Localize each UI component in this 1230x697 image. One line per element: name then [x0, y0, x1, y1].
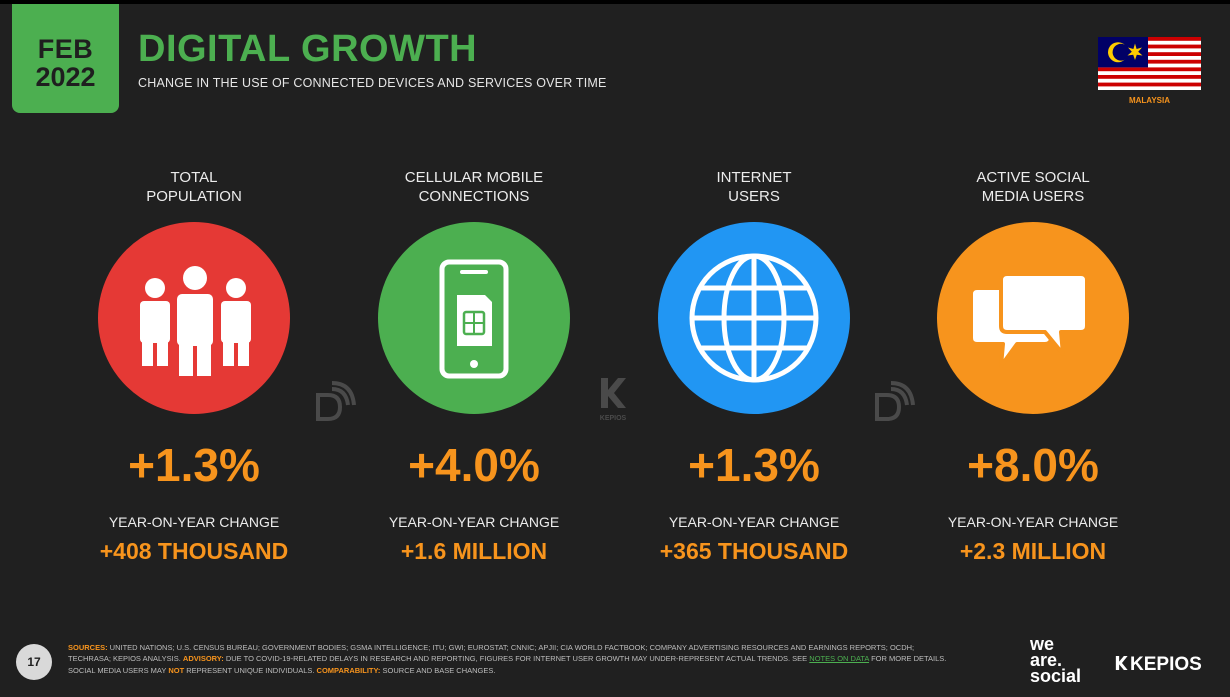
date-year: 2022	[35, 62, 96, 92]
watermark-icon	[875, 381, 915, 421]
internet-circle	[658, 222, 850, 414]
kepios-logo-icon	[601, 378, 626, 408]
comparability-key: COMPARABILITY:	[316, 665, 381, 675]
kepios-k-icon	[1115, 655, 1128, 671]
page-title: DIGITAL GROWTH	[138, 28, 478, 70]
population-circle	[98, 222, 290, 414]
we-are-social-logo: we are. social	[1030, 634, 1082, 686]
stat-absolute-change: +1.6 MILLION	[400, 538, 548, 564]
date-badge: FEB 2022	[12, 4, 119, 113]
brand-are: are.	[1030, 650, 1063, 670]
not-word: NOT	[168, 665, 185, 675]
mobile-sim-icon	[439, 259, 509, 379]
stat-label: TOTAL POPULATION	[74, 168, 314, 206]
stat-label-line2: MEDIA USERS	[981, 188, 1085, 205]
date-month: FEB	[37, 34, 94, 64]
watermark-icon	[316, 381, 356, 421]
brand-social: social	[1030, 666, 1082, 686]
kepios-watermark-text: KEPIOS	[599, 415, 627, 422]
slide: FEB 2022 DIGITAL GROWTH CHANGE IN THE US…	[0, 4, 1230, 697]
page-subtitle: CHANGE IN THE USE OF CONNECTED DEVICES A…	[138, 76, 607, 90]
stat-label-line2: POPULATION	[146, 188, 242, 205]
kepios-logo: KEPIOS	[1113, 654, 1202, 676]
country-label: MALAYSIA	[1128, 96, 1171, 105]
notes-on-data-link[interactable]: NOTES ON DATA	[809, 654, 870, 664]
stat-label-line1: INTERNET	[716, 169, 792, 186]
kepios-logo-text: KEPIOS	[1130, 654, 1202, 675]
stat-yoy-label: YEAR-ON-YEAR CHANGE	[108, 514, 280, 530]
page-number: 17	[16, 644, 52, 680]
stat-yoy-label: YEAR-ON-YEAR CHANGE	[388, 514, 560, 530]
stat-absolute-change: +2.3 MILLION	[959, 538, 1107, 564]
footer-sources: SOURCES: UNITED NATIONS; U.S. CENSUS BUR…	[68, 642, 948, 676]
stat-percent: +1.3%	[128, 439, 260, 491]
people-icon	[140, 266, 251, 376]
stat-percent: +4.0%	[408, 439, 540, 491]
malaysia-flag-icon	[1098, 37, 1201, 90]
sources-key: SOURCES:	[68, 643, 108, 652]
mobile-circle	[378, 222, 570, 414]
stat-label-line1: CELLULAR MOBILE	[404, 169, 544, 186]
comparability-text: SOURCE AND BASE CHANGES.	[380, 665, 496, 675]
speech-bubbles-icon	[969, 272, 1089, 368]
social-circle	[937, 222, 1129, 414]
brand-we: we	[1030, 634, 1055, 654]
advisory-text-3: REPRESENT UNIQUE INDIVIDUALS.	[184, 665, 317, 675]
kepios-watermark: KEPIOS	[594, 376, 632, 422]
stat-label-line2: CONNECTIONS	[418, 188, 530, 205]
stat-yoy-label: YEAR-ON-YEAR CHANGE	[668, 514, 840, 530]
stat-percent: +8.0%	[967, 439, 1099, 491]
stat-label: CELLULAR MOBILE CONNECTIONS	[354, 168, 594, 206]
stat-label-line2: USERS	[728, 188, 780, 205]
stat-label-line1: ACTIVE SOCIAL	[976, 169, 1090, 186]
stat-yoy-label: YEAR-ON-YEAR CHANGE	[947, 514, 1119, 530]
stat-label-line1: TOTAL	[170, 169, 218, 186]
advisory-key: ADVISORY:	[182, 654, 224, 664]
advisory-text-2: FOR MORE DETAILS. SOCIAL MEDIA USERS MAY	[68, 654, 947, 675]
sources-text: UNITED NATIONS; U.S. CENSUS BUREAU; GOVE…	[68, 643, 915, 664]
advisory-text: DUE TO COVID-19-RELATED DELAYS IN RESEAR…	[223, 654, 810, 664]
stat-absolute-change: +408 THOUSAND	[99, 538, 289, 564]
stat-label: ACTIVE SOCIAL MEDIA USERS	[913, 168, 1153, 206]
stat-label: INTERNET USERS	[634, 168, 874, 206]
stat-absolute-change: +365 THOUSAND	[659, 538, 849, 564]
stat-percent: +1.3%	[688, 439, 820, 491]
globe-icon	[689, 253, 819, 383]
